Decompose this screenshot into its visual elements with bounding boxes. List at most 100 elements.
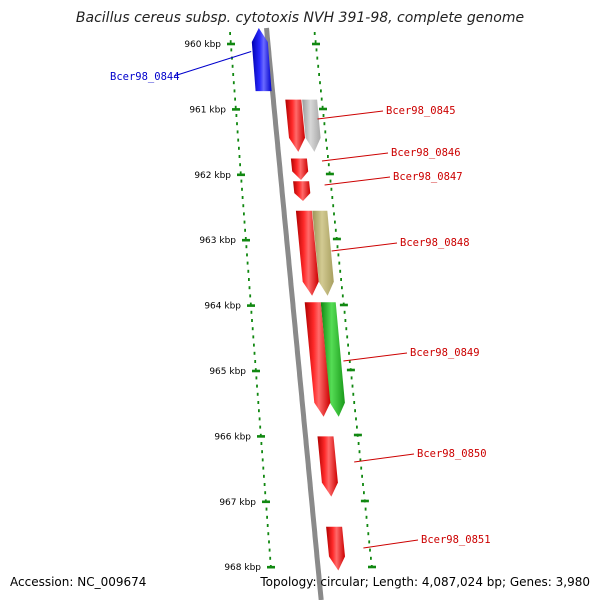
feature-track xyxy=(302,99,345,417)
tick-track-dot xyxy=(253,351,256,355)
tick-track-dot xyxy=(263,483,266,486)
tick-track-dot xyxy=(233,89,236,93)
feature-track-dot xyxy=(315,48,318,52)
feature-track-dot xyxy=(331,196,334,199)
tick-track-dot xyxy=(261,458,264,462)
feature-track-dot xyxy=(344,319,347,322)
tick-track-dot xyxy=(230,48,233,52)
feature-track-dot xyxy=(332,204,335,208)
gene-label[interactable]: Bcer98_0850 xyxy=(417,448,487,460)
feature-track-dot xyxy=(337,253,340,257)
feature-track-dot xyxy=(340,278,342,281)
backbone-line xyxy=(264,27,324,600)
gene-arrow-bcer98_0844[interactable] xyxy=(251,28,272,92)
tick-track-dot xyxy=(254,360,257,363)
kbp-tick-mark xyxy=(227,42,235,46)
tick-track-dot xyxy=(266,524,269,527)
gene-label-leader xyxy=(321,152,389,162)
kbp-tick-label: 968 kbp xyxy=(224,563,261,573)
feature-track-dot xyxy=(313,32,316,35)
feature-track-dot xyxy=(368,540,371,544)
tick-track-dot xyxy=(259,425,262,429)
tick-track-dot xyxy=(244,237,247,240)
feature-track-tick xyxy=(325,172,334,176)
gene-arrow-bcer98_0849[interactable] xyxy=(304,302,331,417)
feature-track-dot xyxy=(366,524,369,527)
gene-arrow-bcer98_0845[interactable] xyxy=(285,99,305,152)
feature-track-dot xyxy=(338,261,341,265)
gene-label[interactable]: Bcer98_0844 xyxy=(110,71,180,83)
feature-track-dot xyxy=(364,507,367,511)
feature-track-dot xyxy=(348,351,350,355)
gene-label-leader xyxy=(324,176,391,186)
tick-track-dot xyxy=(240,179,243,183)
kbp-tick-mark xyxy=(252,369,260,373)
feature-track-dot xyxy=(320,97,323,101)
feature-track-dot xyxy=(341,294,344,298)
tick-track-dot xyxy=(260,442,263,445)
feature-track-dot xyxy=(336,245,339,249)
feature-track-dot xyxy=(347,343,349,347)
kbp-tick-mark xyxy=(267,565,275,569)
tick-track-dot xyxy=(258,409,260,413)
gene-arrow-bcer98_0848[interactable] xyxy=(295,210,319,296)
feature-track-dot xyxy=(365,515,368,519)
tick-track-dot xyxy=(248,278,250,281)
tick-track-dot xyxy=(245,245,248,249)
gene-label[interactable]: Bcer98_0849 xyxy=(410,347,480,359)
feature-track-dot xyxy=(350,376,353,380)
feature-track-dot xyxy=(314,40,317,44)
tick-track-dot xyxy=(267,532,270,536)
tick-track-dot xyxy=(235,114,238,117)
feature-track-dot xyxy=(370,556,372,560)
tick-track-dot xyxy=(249,302,252,306)
tick-track-dot xyxy=(256,384,258,388)
tick-track-dot xyxy=(231,64,234,68)
kbp-tick-mark xyxy=(262,500,270,504)
gene-track xyxy=(251,28,345,571)
feature-track-dot xyxy=(319,81,321,85)
accession-label: Accession: NC_009674 xyxy=(10,575,146,589)
tick-track-dot xyxy=(263,474,265,478)
tick-track-dot xyxy=(234,97,236,101)
map-title: Bacillus cereus subsp. cytotoxis NVH 391… xyxy=(76,10,524,26)
kbp-tick-mark xyxy=(232,108,240,111)
tick-track-dot xyxy=(268,540,270,544)
tick-track-dot xyxy=(247,269,250,273)
gene-label[interactable]: Bcer98_0845 xyxy=(386,105,456,117)
tick-track-dot xyxy=(243,212,245,216)
feature-track-dot xyxy=(325,138,327,142)
gene-label[interactable]: Bcer98_0851 xyxy=(421,534,491,546)
tick-track-dot xyxy=(236,130,239,134)
gene-label[interactable]: Bcer98_0846 xyxy=(391,147,461,159)
feature-track-dot xyxy=(360,466,363,470)
kbp-tick-label: 962 kbp xyxy=(194,171,231,181)
feature-dot-track xyxy=(312,32,376,569)
gene-label-leader xyxy=(343,352,408,362)
feature-track-dot xyxy=(327,163,330,167)
tick-track-dot xyxy=(248,286,251,290)
feature-track-dot xyxy=(330,187,333,191)
feature-track-tick xyxy=(368,565,376,569)
gene-labels: Bcer98_0844 Bcer98_0845 Bcer98_0846 Bcer98_… xyxy=(110,51,491,549)
kbp-tick-label: 961 kbp xyxy=(189,105,226,115)
genome-backbone xyxy=(264,27,324,600)
gene-label-leader xyxy=(331,242,398,252)
gene-label[interactable]: Bcer98_0848 xyxy=(400,237,470,249)
gene-label-leader xyxy=(354,453,415,463)
feature-track-dot xyxy=(363,491,365,495)
gene-arrow-bcer98_0851[interactable] xyxy=(326,526,345,571)
gene-arrow-bcer98_0847[interactable] xyxy=(293,181,311,201)
feature-track-tick xyxy=(332,237,341,241)
feature-track-dot xyxy=(318,73,320,76)
gene-arrow-bcer98_0846[interactable] xyxy=(290,158,309,181)
gene-label-leader xyxy=(173,51,252,77)
tick-track-dot xyxy=(261,450,263,454)
gene-arrow-bcer98_0850[interactable] xyxy=(317,436,338,497)
feature-track-dot xyxy=(345,327,348,331)
feature-track-dot xyxy=(357,442,360,445)
feature-track-dot xyxy=(346,335,349,339)
gene-label[interactable]: Bcer98_0847 xyxy=(393,171,463,183)
kbp-ruler: 960 kbp 961 kbp 962 kbp 963 kbp 964 kbp 965 k… xyxy=(184,40,275,573)
